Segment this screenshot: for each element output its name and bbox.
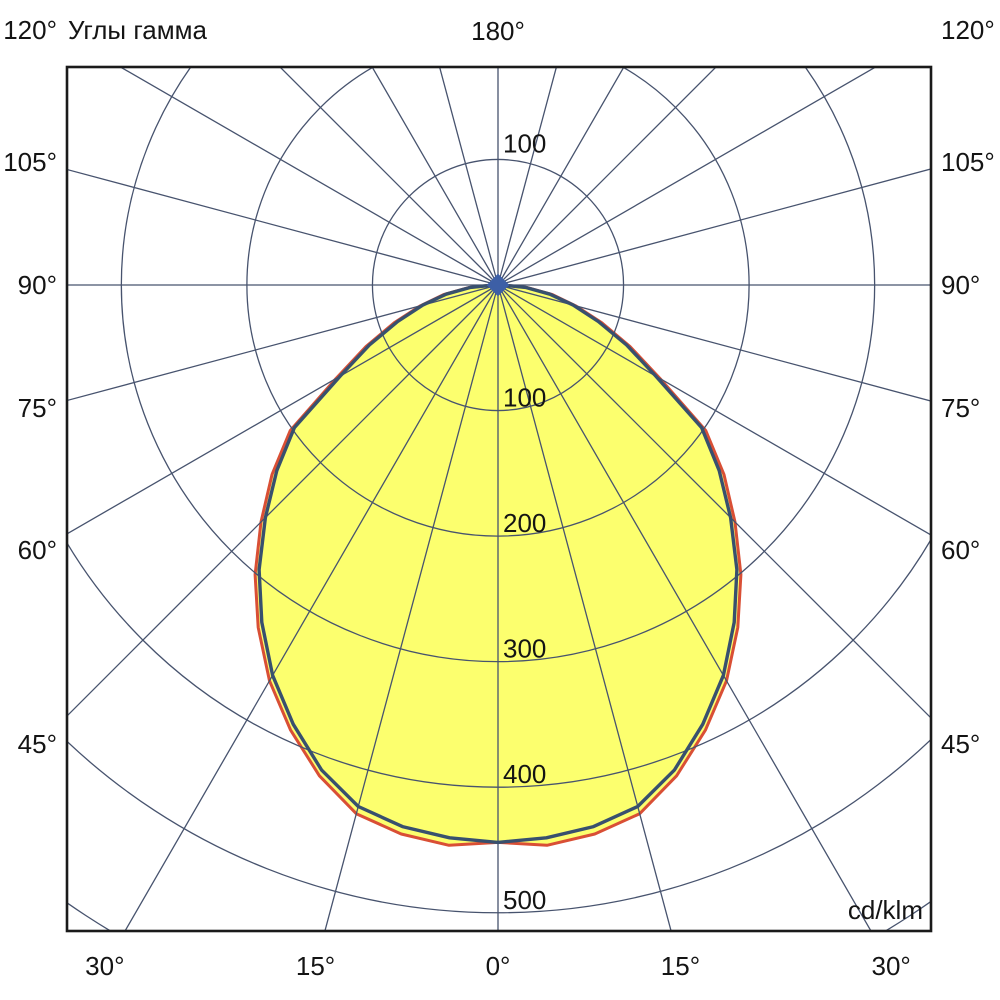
grid-ray-135 <box>497 67 717 286</box>
curve-c90-270 <box>257 283 739 845</box>
angle-label-right-90: 90° <box>941 270 980 300</box>
angle-label-left-90: 90° <box>18 270 57 300</box>
angle-label-left-45: 45° <box>18 729 57 759</box>
grid-ray-60 <box>67 284 499 535</box>
angle-label-left-105: 105° <box>3 147 57 177</box>
angle-label-right-120: 120° <box>941 15 995 45</box>
grid-ray-60 <box>497 284 931 536</box>
grid-ray-105 <box>497 168 931 286</box>
angle-label-bottom--30: 30° <box>85 951 124 981</box>
grid-ray-120 <box>497 67 877 286</box>
grid-ray-45 <box>497 284 931 719</box>
angle-label-left-75: 75° <box>18 393 57 423</box>
grid-ray-45 <box>67 284 499 717</box>
center-marker <box>486 273 510 297</box>
angle-label-top-180: 180° <box>471 16 525 46</box>
grid-ray-135 <box>279 67 499 286</box>
grid-ray-165 <box>497 67 558 286</box>
angle-label-bottom--15: 15° <box>296 951 335 981</box>
grid-ray-30 <box>497 284 872 931</box>
grid-ray-120 <box>119 67 499 286</box>
grid-ray-75 <box>67 284 499 402</box>
grid-ray-150 <box>497 67 625 286</box>
unit-label: cd/klm <box>847 895 923 925</box>
plot-border <box>65 65 933 933</box>
angle-label-right-60: 60° <box>941 535 980 565</box>
radial-tick-label-100: 100 <box>503 383 546 413</box>
grid-ray-150 <box>371 67 499 286</box>
radial-tick-label-400: 400 <box>503 759 546 789</box>
grid-ray-105 <box>67 168 499 286</box>
grid-ray-15 <box>497 284 672 931</box>
grid-ray-75 <box>497 284 931 402</box>
angle-label-bottom-30: 30° <box>872 951 911 981</box>
chart-title: Углы гамма <box>68 15 207 45</box>
angle-label-bottom-15: 15° <box>661 951 700 981</box>
angle-label-bottom-0: 0° <box>486 951 511 981</box>
angle-label-right-75: 75° <box>941 393 980 423</box>
radial-tick-upper-label: 100 <box>503 128 546 158</box>
radial-tick-label-300: 300 <box>503 634 546 664</box>
angle-label-right-105: 105° <box>941 147 995 177</box>
angle-label-left-120: 120° <box>3 15 57 45</box>
grid-ray-165 <box>438 67 499 286</box>
radial-tick-label-500: 500 <box>503 885 546 915</box>
radial-tick-label-200: 200 <box>503 508 546 538</box>
angle-label-left-60: 60° <box>18 535 57 565</box>
angle-label-right-45: 45° <box>941 729 980 759</box>
grid-ray-30 <box>124 284 499 931</box>
grid-ray-15 <box>324 284 499 931</box>
